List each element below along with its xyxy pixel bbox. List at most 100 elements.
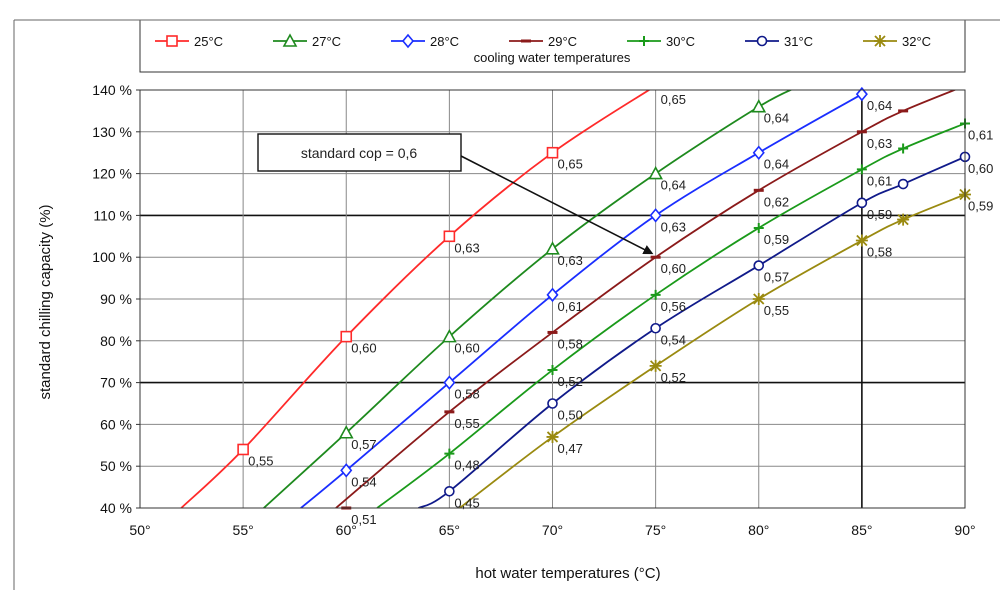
cop-label: 0,58 bbox=[867, 244, 892, 259]
cop-label: 0,64 bbox=[764, 111, 789, 126]
y-tick-label: 90 % bbox=[100, 291, 132, 307]
data-point bbox=[340, 463, 353, 478]
data-point bbox=[443, 375, 456, 390]
legend-entry-label: 28°C bbox=[430, 34, 459, 49]
data-point bbox=[897, 178, 909, 190]
cop-label: 0,54 bbox=[351, 474, 376, 489]
cop-label: 0,52 bbox=[558, 374, 583, 389]
legend-marker bbox=[401, 33, 415, 49]
legend-marker bbox=[166, 35, 178, 47]
y-tick-label: 120 % bbox=[92, 166, 132, 182]
cop-label: 0,51 bbox=[351, 512, 376, 527]
cop-label: 0,47 bbox=[558, 441, 583, 456]
x-tick-label: 60° bbox=[336, 522, 357, 538]
x-tick-label: 55° bbox=[233, 522, 254, 538]
cop-label: 0,62 bbox=[764, 194, 789, 209]
cop-label: 0,55 bbox=[454, 416, 479, 431]
legend-caption: cooling water temperatures bbox=[474, 50, 631, 65]
cop-label: 0,63 bbox=[558, 253, 583, 268]
cop-label: 0,45 bbox=[454, 495, 479, 510]
series-line bbox=[376, 122, 965, 508]
data-point bbox=[546, 430, 559, 443]
data-point bbox=[753, 260, 765, 271]
legend-marker bbox=[756, 35, 768, 47]
x-tick-label: 75° bbox=[645, 522, 666, 538]
cop-label: 0,52 bbox=[661, 370, 686, 385]
cop-labels: 0,55 0,60 0,63 0,65 0,65 0,57 0,60 0,63 0,64 0,64… bbox=[248, 92, 993, 527]
data-point bbox=[545, 241, 560, 255]
cop-label: 0,57 bbox=[764, 270, 789, 285]
cop-label: 0,54 bbox=[661, 332, 686, 347]
data-point bbox=[237, 443, 249, 456]
series-30c bbox=[376, 122, 965, 508]
cop-label: 0,61 bbox=[558, 299, 583, 314]
data-point bbox=[650, 322, 661, 334]
cop-label: 0,57 bbox=[351, 437, 376, 452]
y-tick-label: 110 % bbox=[93, 207, 132, 223]
cop-label: 0,59 bbox=[764, 232, 789, 247]
data-point bbox=[897, 213, 910, 226]
cop-label: 0,59 bbox=[968, 199, 993, 214]
cop-label: 0,59 bbox=[867, 207, 892, 222]
data-point bbox=[855, 234, 868, 247]
cop-label: 0,61 bbox=[867, 173, 892, 188]
data-point bbox=[856, 164, 867, 175]
legend-entry-label: 32°C bbox=[902, 34, 931, 49]
annotation: standard cop = 0,6 bbox=[257, 133, 654, 255]
data-point bbox=[444, 485, 455, 497]
legend-marker bbox=[874, 35, 886, 47]
cop-label: 0,50 bbox=[558, 408, 583, 423]
x-tick-label: 85° bbox=[851, 522, 872, 538]
legend-entry-label: 31°C bbox=[784, 34, 813, 49]
cop-label: 0,55 bbox=[764, 303, 789, 318]
y-tick-label: 40 % bbox=[100, 500, 132, 516]
data-point bbox=[753, 222, 764, 233]
cop-label: 0,56 bbox=[661, 299, 686, 314]
data-point bbox=[752, 145, 765, 160]
data-point bbox=[444, 448, 455, 459]
cop-label: 0,63 bbox=[454, 240, 479, 255]
cop-label: 0,64 bbox=[867, 98, 892, 113]
series-31c bbox=[418, 156, 965, 508]
cop-label: 0,61 bbox=[968, 127, 993, 142]
cop-label: 0,60 bbox=[968, 161, 993, 176]
data-point bbox=[546, 146, 559, 159]
cop-label: 0,63 bbox=[661, 219, 686, 234]
cop-label: 0,55 bbox=[248, 453, 273, 468]
data-point bbox=[649, 208, 662, 223]
data-point bbox=[856, 197, 868, 209]
y-tick-label: 60 % bbox=[100, 416, 132, 432]
data-point bbox=[648, 165, 663, 180]
data-point bbox=[340, 330, 353, 343]
y-tick-label: 130 % bbox=[92, 124, 132, 140]
legend-marker bbox=[639, 36, 649, 46]
data-point bbox=[547, 398, 558, 409]
cop-label: 0,64 bbox=[764, 157, 789, 172]
y-tick-label: 50 % bbox=[100, 458, 132, 474]
legend-marker bbox=[282, 33, 298, 47]
annotation-text: standard cop = 0,6 bbox=[301, 145, 418, 161]
data-point bbox=[751, 99, 767, 113]
legend-entry-label: 25°C bbox=[194, 34, 223, 49]
data-point bbox=[443, 230, 456, 243]
y-tick-label: 140 % bbox=[92, 82, 132, 98]
data-point bbox=[898, 143, 909, 154]
series-line bbox=[418, 156, 965, 508]
legend-entry-label: 29°C bbox=[548, 34, 577, 49]
data-point bbox=[855, 86, 868, 102]
x-tick-label: 90° bbox=[954, 522, 975, 538]
data-point bbox=[649, 359, 662, 372]
cop-label: 0,60 bbox=[351, 341, 376, 356]
cop-label: 0,60 bbox=[661, 261, 686, 276]
cop-label: 0,65 bbox=[558, 157, 583, 172]
data-point bbox=[338, 425, 354, 439]
legend-entry-label: 27°C bbox=[312, 34, 341, 49]
x-tick-label: 50° bbox=[129, 522, 150, 538]
y-tick-label: 80 % bbox=[100, 333, 132, 349]
cop-label: 0,58 bbox=[454, 387, 479, 402]
y-axis-title: standard chilling capacity (%) bbox=[37, 204, 54, 399]
cop-label: 0,64 bbox=[661, 178, 686, 193]
axes: 40 % 50 % 60 % 70 % 80 % 90 % 100 % 110 % 120 % 1… bbox=[13, 19, 1000, 590]
